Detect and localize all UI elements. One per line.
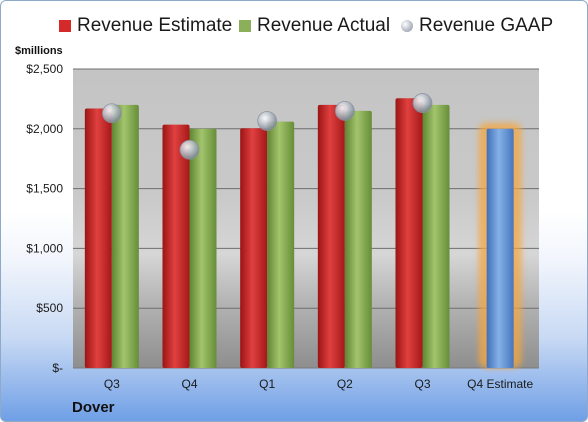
company-name: Dover: [72, 399, 115, 416]
unit-label: $millions: [15, 45, 63, 57]
legend-item-gaap: Revenue GAAP: [401, 15, 553, 37]
legend-swatch-estimate: [59, 20, 71, 32]
bar-forecast-estimate: [486, 128, 514, 368]
bar-revenue-actual: [267, 121, 295, 369]
y-axis-ticks: $- $500 $1,000 $1,500 $2,000 $2,500: [26, 62, 63, 375]
marker-revenue-gaap: [179, 139, 200, 160]
marker-revenue-gaap: [257, 111, 278, 131]
legend-item-actual: Revenue Actual: [239, 15, 390, 37]
x-tick-label: Q2: [337, 377, 353, 391]
bars: [84, 98, 514, 369]
x-tick-label: Q1: [259, 377, 275, 391]
bar-revenue-actual: [422, 104, 450, 368]
x-tick-label: Q3: [414, 377, 430, 391]
bar-revenue-actual: [344, 110, 372, 369]
x-axis-ticks: Q3 Q4 Q1 Q2 Q3 Q4 Estimate: [104, 377, 534, 391]
marker-revenue-gaap: [412, 93, 433, 113]
y-tick-label: $1,000: [26, 241, 63, 255]
legend: Revenue Estimate Revenue Actual Revenue …: [1, 15, 587, 43]
y-tick-label: $1,500: [26, 182, 63, 196]
y-tick-label: $500: [36, 301, 63, 315]
bar-revenue-actual: [189, 128, 217, 368]
legend-swatch-gaap: [401, 20, 413, 32]
gaap-markers: [101, 93, 433, 160]
bar-revenue-estimate: [84, 108, 112, 368]
plot-background: [73, 69, 539, 368]
bar-revenue-estimate: [317, 104, 345, 368]
legend-item-estimate: Revenue Estimate: [59, 15, 232, 37]
bar-revenue-estimate: [240, 128, 268, 368]
x-tick-label: Q4: [181, 377, 197, 391]
legend-label-estimate: Revenue Estimate: [77, 15, 233, 36]
marker-revenue-gaap: [101, 103, 122, 124]
y-tick-label: $-: [52, 361, 63, 375]
legend-label-gaap: Revenue GAAP: [419, 15, 554, 36]
x-tick-label: Q4 Estimate: [467, 377, 533, 391]
y-tick-label: $2,000: [26, 122, 63, 136]
bar-revenue-estimate: [162, 124, 190, 368]
legend-swatch-actual: [239, 20, 251, 32]
legend-label-actual: Revenue Actual: [257, 15, 391, 36]
marker-revenue-gaap: [334, 100, 355, 121]
bar-revenue-actual: [111, 104, 139, 368]
bar-revenue-estimate: [395, 98, 423, 368]
grid-lines: [73, 68, 539, 369]
y-tick-label: $2,500: [26, 62, 63, 76]
x-tick-label: Q3: [104, 377, 120, 391]
